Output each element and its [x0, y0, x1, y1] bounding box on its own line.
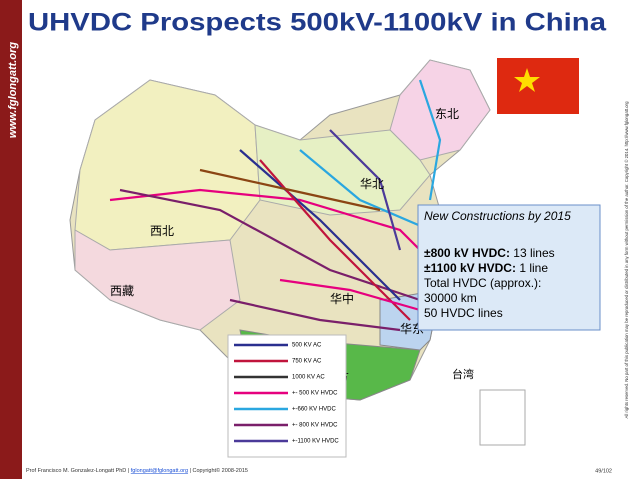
info-heading: New Constructions by 2015: [424, 209, 571, 223]
legend-label: 750 KV AC: [292, 359, 322, 365]
legend-box: [227, 334, 347, 458]
region-label: 东北: [435, 107, 459, 121]
region-label: 华中: [330, 291, 354, 306]
region-label: 西藏: [110, 284, 134, 298]
side-note: All rights reserved. No part of this pub…: [624, 101, 629, 419]
website: www.fglongatt.org: [7, 42, 19, 138]
map: 西北 西藏 东北 华北 华中 华东 南方 台湾: [69, 59, 526, 446]
info-value: 13 lines: [513, 246, 554, 260]
info-label: ±1100 kV HVDC:: [424, 261, 516, 275]
info-line: 50 HVDC lines: [424, 306, 503, 320]
page-number: 49/102: [595, 468, 612, 474]
footer-credit: Prof Francisco M. Gonzalez-Longatt PhD |: [26, 468, 129, 474]
info-label: ±800 kV HVDC:: [424, 246, 510, 260]
info-item: ±1100 kV HVDC: 1 line: [424, 261, 548, 275]
info-line: Total HVDC (approx.):: [424, 276, 541, 290]
footer-copyright: | Copyright© 2008-2015: [190, 467, 248, 474]
region-label: 西北: [150, 224, 174, 238]
legend-label: +- 800 KV HVDC: [292, 423, 338, 429]
footer: Prof Francisco M. Gonzalez-Longatt PhD |…: [26, 467, 248, 474]
grid-lines: [109, 79, 442, 332]
info-item: ±800 kV HVDC: 13 lines: [424, 246, 555, 260]
info-box-frame: [417, 204, 601, 331]
info-box: New Constructions by 2015 ±800 kV HVDC: …: [417, 204, 601, 331]
sidebar: [0, 0, 22, 479]
info-line: 30000 km: [424, 291, 477, 305]
legend: 500 KV AC 750 KV AC 1000 KV AC +- 500 KV…: [227, 334, 347, 458]
info-value: 1 line: [519, 261, 548, 275]
inset-map: [479, 389, 526, 446]
legend-label: +- 500 KV HVDC: [292, 391, 338, 397]
flag: [497, 58, 579, 114]
legend-label: +-660 KV HVDC: [292, 407, 337, 413]
legend-label: +-1100 KV HVDC: [292, 439, 339, 445]
title: UHVDC Prospects 500kV-1100kV in China: [28, 9, 607, 37]
footer-email[interactable]: fglongatt@fglongatt.org: [131, 468, 188, 474]
flag-field: [497, 58, 579, 114]
flag-star: [514, 68, 540, 92]
legend-label: 1000 KV AC: [292, 375, 325, 381]
legend-label: 500 KV AC: [292, 343, 322, 349]
region-label: 台湾: [452, 367, 474, 381]
region-label: 华北: [360, 177, 384, 191]
region-tibet: [74, 229, 241, 331]
